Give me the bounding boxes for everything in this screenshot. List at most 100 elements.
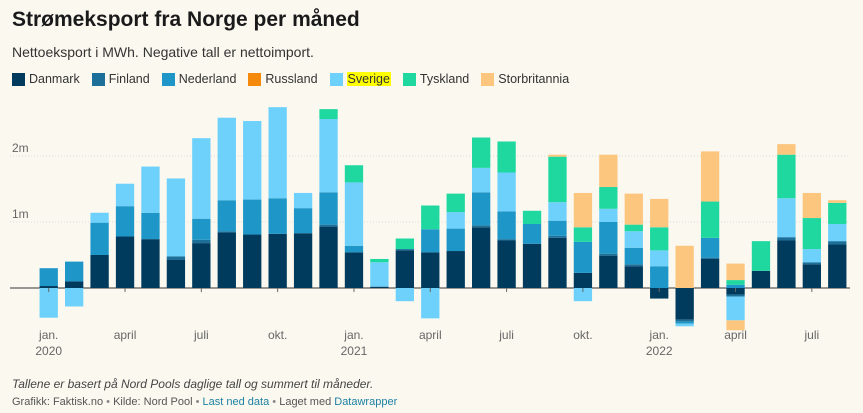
bar-segment-danmark (217, 232, 236, 288)
legend-label: Storbritannia (498, 72, 570, 86)
bar-segment-danmark (700, 258, 720, 288)
bar-segment-danmark (115, 236, 135, 288)
bar-segment-danmark (192, 243, 211, 288)
bar-segment-sverige (293, 192, 313, 209)
separator: • (195, 396, 200, 408)
bar-segment-tyskland (599, 187, 618, 209)
bar-segment-nederland (624, 247, 643, 265)
bar-segment-tyskland (319, 109, 338, 120)
bar-segment-sverige (268, 107, 287, 199)
footer-note: Tallene er basert på Nord Pools daglige … (12, 377, 374, 391)
legend-swatch (248, 72, 262, 86)
x-tick-label: april (114, 328, 137, 342)
bar-segment-sverige (471, 167, 491, 193)
credit-source: Kilde: Nord Pool (113, 396, 193, 408)
bar-segment-danmark (828, 244, 847, 288)
download-data-link[interactable]: Last ned data (202, 396, 270, 408)
bar-segment-storbritannia (624, 193, 643, 225)
datawrapper-link[interactable]: Datawrapper (334, 396, 398, 408)
bar-segment-nederland (446, 228, 465, 252)
y-tick-label: 2m (12, 141, 29, 155)
legend-item-storbritannia: Storbritannia (481, 72, 569, 86)
made-with-label: Laget med (279, 396, 332, 408)
bar-segment-sverige (166, 178, 186, 257)
bar-segment-tyskland (548, 156, 567, 203)
bar-segment-danmark (395, 250, 415, 288)
bar-segment-finland (319, 224, 338, 227)
chart-title: Strømeksport fra Norge per måned (12, 8, 360, 31)
bar-segment-storbritannia (726, 320, 745, 331)
legend-swatch (402, 72, 416, 86)
legend-label: Russland (265, 72, 318, 86)
bar-segment-sverige (39, 288, 58, 318)
x-tick-label: jan. (38, 328, 58, 342)
bar-segment-tyskland (471, 137, 491, 168)
bar-segment-nederland (497, 211, 516, 240)
bar-segment-tyskland (751, 241, 771, 271)
bar-segment-danmark (268, 233, 287, 288)
bar-segment-finland (624, 264, 643, 267)
legend-label: Danmark (29, 72, 80, 86)
legend-swatch (481, 72, 495, 86)
bar-segment-sverige (828, 223, 847, 242)
bar-segment-sverige (217, 117, 236, 201)
bar-segment-sverige (421, 288, 440, 319)
bar-segment-storbritannia (777, 144, 796, 155)
bar-segment-nederland (268, 198, 287, 234)
bar-segment-finland (497, 239, 516, 241)
bar-segment-nederland (64, 261, 84, 282)
bar-segment-sverige (192, 138, 211, 219)
bar-segment-storbritannia (650, 198, 669, 228)
legend-label: Finland (108, 72, 150, 86)
x-tick-year-label: 2020 (35, 344, 62, 358)
chart-legend: Danmark Finland Nederland Russland Sverige Ty… (12, 72, 569, 86)
bar-segment-danmark (64, 281, 84, 288)
bar-segment-tyskland (624, 224, 643, 232)
x-tick-label: jan. (343, 328, 363, 342)
bar-segment-tyskland (344, 165, 364, 183)
bar-segment-tyskland (446, 193, 465, 213)
bar-segment-nederland (675, 321, 694, 324)
bar-segment-storbritannia (599, 154, 618, 188)
bar-segment-sverige (243, 121, 262, 200)
bar-segment-nederland (471, 192, 491, 226)
bar-segment-finland (166, 256, 186, 260)
bar-segment-storbritannia (573, 192, 593, 228)
bar-segment-nederland (293, 208, 313, 234)
bar-segment-nederland (599, 222, 618, 254)
legend-item-finland: Finland (91, 72, 150, 86)
bar-segment-nederland (319, 192, 338, 225)
bar-segment-sverige (141, 166, 160, 213)
bar-segment-sverige (370, 262, 389, 287)
bar-segment-nederland (39, 268, 58, 287)
bar-segment-finland (548, 235, 567, 238)
bar-segment-sverige (115, 183, 135, 207)
bar-segment-danmark (370, 286, 389, 288)
bar-segment-storbritannia (726, 263, 745, 281)
bar-segment-nederland (141, 212, 160, 240)
bar-segment-danmark (471, 227, 491, 288)
bar-segment-tyskland (777, 154, 796, 199)
bar-segment-finland (726, 294, 745, 297)
bar-segment-danmark (751, 270, 771, 288)
x-tick-label: april (724, 328, 747, 342)
bar-segment-finland (777, 237, 796, 241)
bar-segment-tyskland (802, 218, 822, 250)
bar-segment-danmark (522, 243, 542, 288)
bar-segment-storbritannia (802, 192, 822, 219)
y-tick-label: 1m (12, 207, 29, 221)
bar-segment-danmark (243, 234, 262, 288)
bar-segment-danmark (650, 288, 669, 299)
bar-segment-tyskland (828, 202, 847, 224)
bar-segment-tyskland (370, 258, 389, 263)
x-tick-label: jan. (649, 328, 669, 342)
bar-segment-sverige (777, 198, 796, 238)
bar-segment-tyskland (421, 205, 440, 230)
bar-segment-tyskland (522, 210, 542, 224)
legend-item-russland: Russland (248, 72, 318, 86)
bar-segment-danmark (166, 259, 186, 288)
x-tick-label: juli (193, 328, 209, 342)
bar-segment-finland (675, 319, 694, 322)
x-tick-label: juli (498, 328, 514, 342)
legend-label: Sverige (346, 72, 391, 86)
